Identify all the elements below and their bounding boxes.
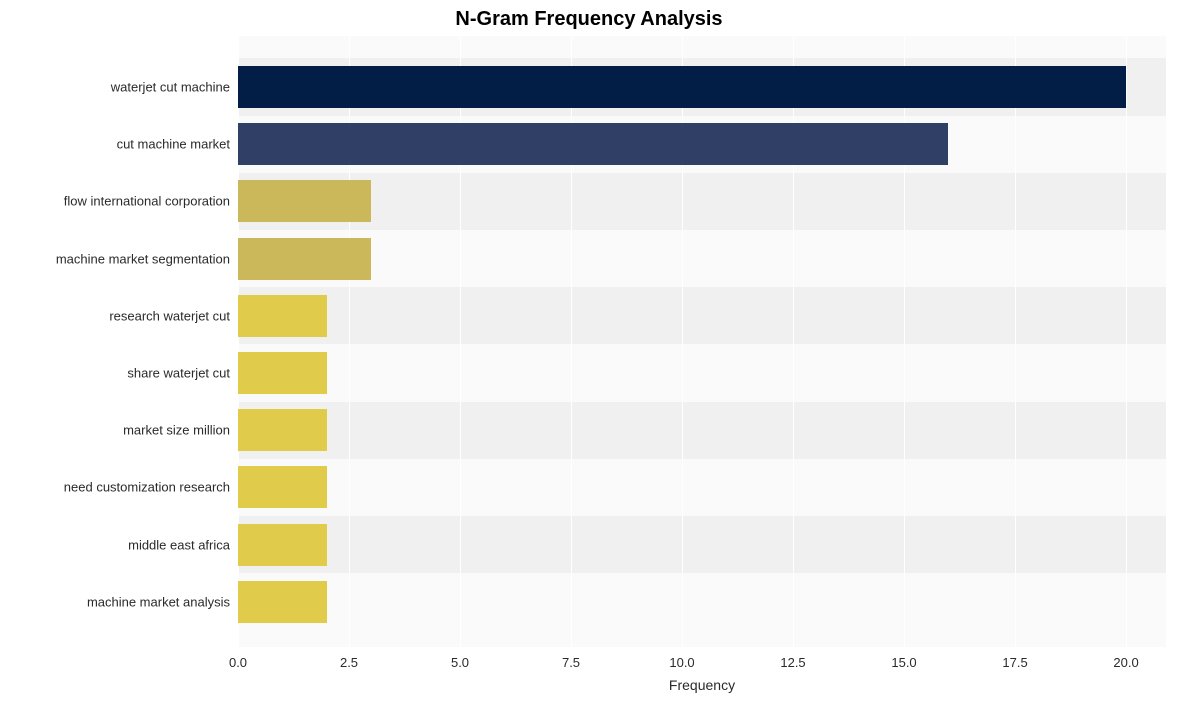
row-band [238,573,1166,630]
y-tick-label: flow international corporation [64,194,230,209]
row-band [238,344,1166,401]
y-tick-label: share waterjet cut [127,366,230,381]
row-band [238,402,1166,459]
bar [238,123,948,165]
row-band [238,173,1166,230]
grid-line [1126,36,1127,647]
x-tick-label: 15.0 [891,655,916,670]
y-tick-label: need customization research [64,480,230,495]
x-axis-label: Frequency [669,677,735,693]
bar [238,295,327,337]
bar [238,352,327,394]
row-band [238,459,1166,516]
row-band [238,287,1166,344]
x-tick-label: 7.5 [562,655,580,670]
row-band [238,516,1166,573]
y-tick-label: waterjet cut machine [111,80,230,95]
plot-area: 0.02.55.07.510.012.515.017.520.0waterjet… [238,36,1166,647]
x-tick-label: 10.0 [669,655,694,670]
x-tick-label: 2.5 [340,655,358,670]
bar [238,524,327,566]
y-tick-label: cut machine market [117,137,230,152]
y-tick-label: market size million [123,423,230,438]
y-tick-label: machine market segmentation [56,251,230,266]
row-band [238,230,1166,287]
x-tick-label: 0.0 [229,655,247,670]
bar [238,581,327,623]
y-tick-label: middle east africa [128,537,230,552]
x-tick-label: 12.5 [780,655,805,670]
x-tick-label: 20.0 [1113,655,1138,670]
x-tick-label: 17.5 [1002,655,1027,670]
bar [238,466,327,508]
y-tick-label: research waterjet cut [109,308,230,323]
bar [238,238,371,280]
grid-line [1015,36,1016,647]
y-tick-label: machine market analysis [87,594,230,609]
bar [238,180,371,222]
bar [238,66,1126,108]
x-tick-label: 5.0 [451,655,469,670]
bar [238,409,327,451]
chart-title: N-Gram Frequency Analysis [0,8,1178,31]
ngram-chart: N-Gram Frequency Analysis 0.02.55.07.510… [0,0,1178,701]
